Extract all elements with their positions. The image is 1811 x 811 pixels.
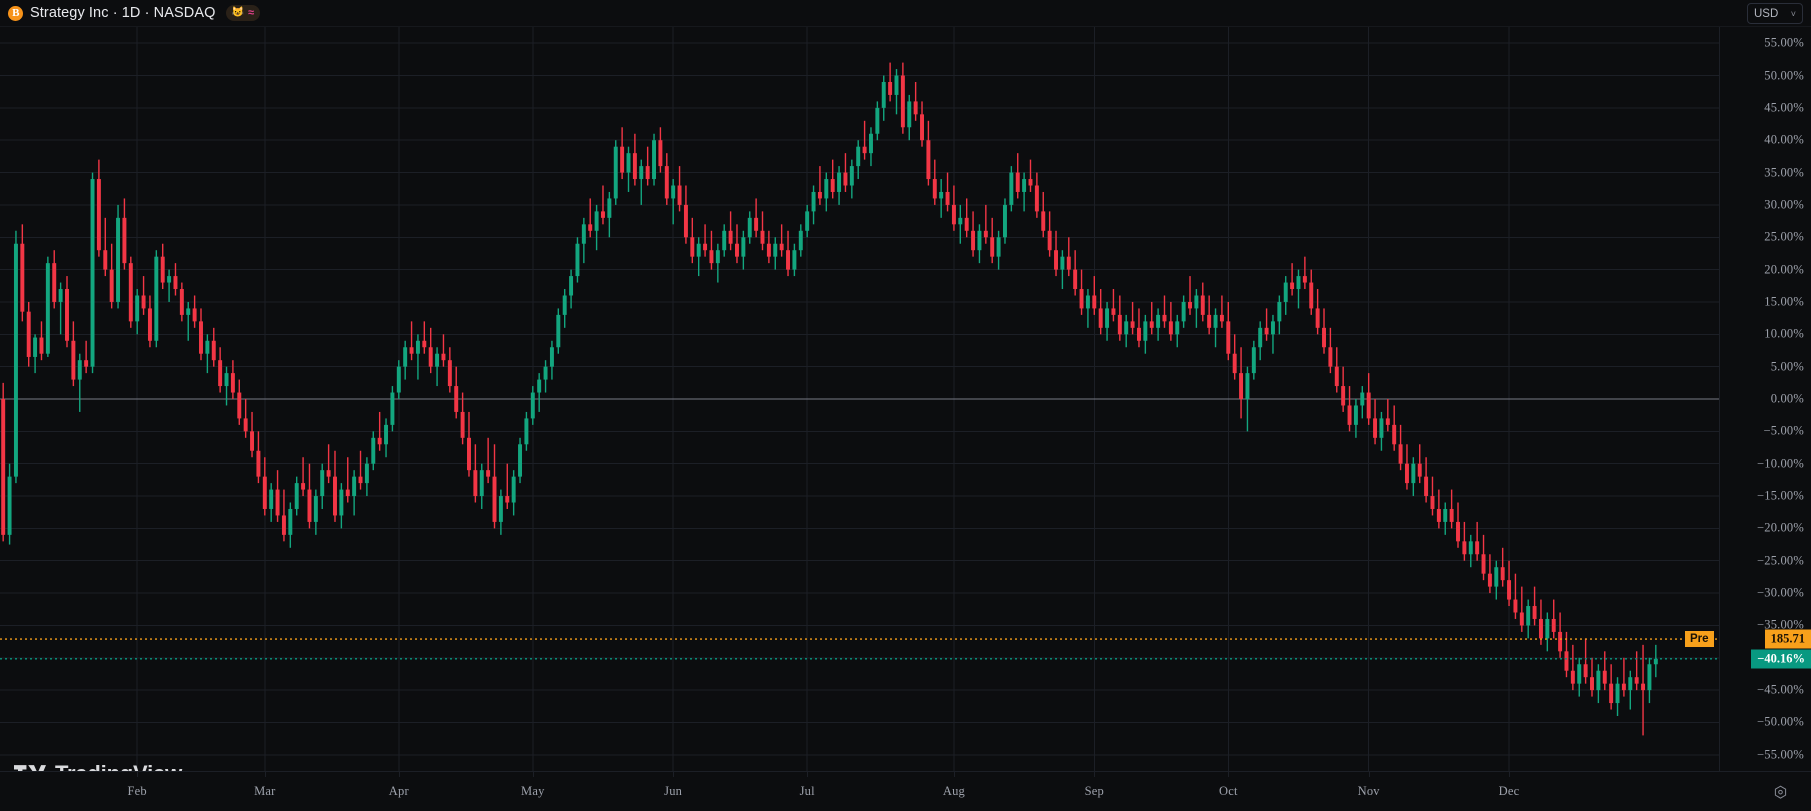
price-axis-label: 40.00% [1764, 132, 1804, 147]
time-axis-tick [807, 772, 809, 777]
time-scale[interactable]: Feb Mar Apr May Jun Jul Aug Sep Oct Nov Dec [0, 771, 1811, 811]
price-axis-label: 0.00% [1770, 391, 1804, 406]
price-axis-label: −50.00% [1757, 714, 1804, 729]
chart-pane[interactable]: TradingView [0, 27, 1719, 771]
chevron-down-icon: ˅ [1790, 8, 1796, 19]
price-axis-label: 50.00% [1764, 68, 1804, 83]
time-axis-label: May [521, 784, 545, 798]
time-axis-label: Jul [799, 784, 815, 798]
time-axis-tick [953, 772, 955, 777]
cat-emoji-icon: 😺 [231, 7, 244, 18]
price-scale[interactable]: 55.00% 50.00% 45.00% 40.00% 35.00% 30.00% 25.0… [1685, 27, 1811, 771]
price-axis-label: 10.00% [1764, 326, 1804, 341]
price-axis-label: −20.00% [1757, 520, 1804, 535]
symbol-badge-pill[interactable]: 😺 ≈ [225, 5, 261, 21]
currency-label: USD [1754, 7, 1779, 20]
time-axis-label: Dec [1498, 784, 1520, 798]
time-axis-label: Apr [388, 784, 409, 798]
premarket-price-tag: 185.71 [1764, 629, 1811, 649]
price-axis-label: 30.00% [1764, 197, 1804, 212]
price-axis-label: −55.00% [1757, 747, 1804, 762]
time-axis-tick [1228, 772, 1230, 777]
price-axis-label: −30.00% [1757, 585, 1804, 600]
time-axis-label: Jun [664, 784, 683, 798]
price-axis-label: 25.00% [1764, 229, 1804, 244]
price-axis-label: 15.00% [1764, 294, 1804, 309]
time-axis-tick [137, 772, 139, 777]
price-axis-label: −45.00% [1757, 682, 1804, 697]
price-axis-label: −10.00% [1757, 456, 1804, 471]
time-axis-label: Aug [942, 784, 965, 798]
last-change-tag: −40.16% [1751, 649, 1811, 669]
price-axis-label: −15.00% [1757, 488, 1804, 503]
price-axis-label: 20.00% [1764, 262, 1804, 277]
time-axis-tick [398, 772, 400, 777]
symbol-title[interactable]: Strategy Inc · 1D · NASDAQ [30, 5, 216, 21]
time-axis-label: Oct [1218, 784, 1238, 798]
candlestick-chart[interactable] [0, 27, 1719, 771]
time-axis-label: Nov [1357, 784, 1380, 798]
premarket-badge: Pre [1685, 631, 1714, 648]
symbol-block[interactable]: B Strategy Inc · 1D · NASDAQ 😺 ≈ [0, 5, 261, 21]
price-annotation-lines [0, 638, 1719, 660]
price-axis-label: −5.00% [1763, 423, 1804, 438]
time-axis-tick [1094, 772, 1096, 777]
top-bar: B Strategy Inc · 1D · NASDAQ 😺 ≈ USD ˅ [0, 0, 1811, 27]
price-axis-label: 45.00% [1764, 100, 1804, 115]
time-axis-tick [1368, 772, 1370, 777]
time-axis-label: Feb [127, 784, 147, 798]
price-axis-label: 5.00% [1770, 359, 1804, 374]
time-axis-tick [1509, 772, 1511, 777]
time-axis-tick [673, 772, 675, 777]
gear-icon[interactable] [1772, 784, 1789, 801]
time-axis-label: Sep [1084, 784, 1104, 798]
time-axis-tick [264, 772, 266, 777]
price-axis-label: −25.00% [1757, 553, 1804, 568]
currency-select[interactable]: USD ˅ [1747, 3, 1803, 24]
time-axis-label: Mar [254, 784, 276, 798]
candle-series [1, 62, 1658, 736]
price-axis-label: 35.00% [1764, 165, 1804, 180]
symbol-logo-icon: B [8, 5, 23, 21]
time-axis-tick [532, 772, 534, 777]
price-axis-label: −35.00% [1757, 617, 1804, 632]
wave-icon: ≈ [247, 6, 255, 19]
price-axis-label: 55.00% [1764, 35, 1804, 50]
